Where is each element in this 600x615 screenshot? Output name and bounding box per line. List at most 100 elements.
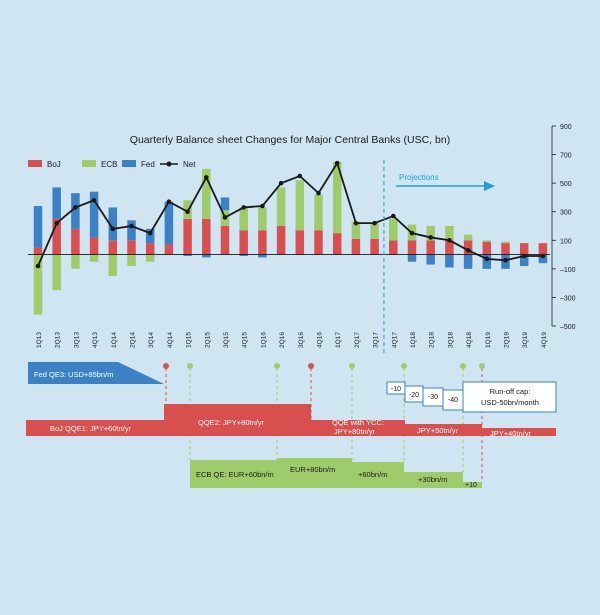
x-tick-label: 1Q18 (410, 332, 417, 348)
bar-ecb-4q18 (463, 234, 473, 241)
runoff-cap-box (462, 381, 557, 413)
bar-fed-3q14 (145, 228, 155, 244)
bar-fed-2q15 (202, 254, 211, 258)
bar-ecb-2q18 (426, 226, 435, 241)
bars (33, 161, 548, 315)
bar-ecb-4q13 (89, 254, 99, 262)
bar-ecb-2q16 (276, 187, 286, 226)
bar-ecb-3q16 (295, 180, 305, 231)
ecb-60-label: +60bn/m (358, 470, 387, 479)
net-point-1q15 (185, 209, 190, 215)
net-point-2q18 (428, 235, 434, 240)
runoff-cap-label-2: USD-50bn/month (481, 398, 539, 407)
bar-ecb-3q18 (445, 226, 454, 241)
bar-boj-2q13 (52, 218, 61, 255)
event-dot-ecb (349, 363, 355, 369)
boj-ycc-label-2: JPY+80tn/yr (334, 427, 376, 436)
y-tick-label: –500 (560, 324, 576, 331)
net-point-3q14 (147, 230, 153, 236)
x-tick-label: 1Q15 (186, 332, 193, 348)
bar-boj-1q17 (332, 233, 342, 255)
bar-ecb-3q17 (370, 223, 379, 239)
boj-policy-bar (26, 404, 556, 436)
bar-fed-3q15 (220, 197, 230, 211)
legend-swatch-fed (122, 160, 136, 167)
bar-ecb-1q19 (482, 240, 492, 242)
legend: BoJ ECB Fed Net (28, 160, 196, 169)
bar-boj-3q18 (445, 240, 454, 255)
event-dot-ecb (187, 363, 193, 369)
bar-fed-1q13 (33, 206, 43, 248)
x-tick-label: 2Q19 (504, 332, 511, 348)
bar-boj-4q16 (314, 230, 323, 255)
bar-ecb-1q14 (108, 254, 118, 276)
legend-swatch-boj (28, 160, 42, 167)
legend-label-fed: Fed (141, 160, 155, 169)
x-tick-label: 4Q14 (167, 332, 174, 348)
event-dot-boj (163, 363, 169, 369)
bar-fed-1q15 (183, 254, 192, 256)
bar-boj-2q15 (202, 218, 211, 255)
boj-qqe2-label: QQE2: JPY+80tn/yr (198, 418, 265, 427)
runoff-step-1-label: -10 (391, 386, 401, 393)
x-tick-label: 1Q14 (111, 332, 118, 348)
bar-boj-4q14 (164, 244, 174, 255)
bar-boj-1q16 (258, 230, 267, 255)
policy-timeline: Fed QE3: USD+85bn/m BoJ QQE1: JPY+60tn/y… (26, 362, 557, 489)
net-point-3q18 (447, 237, 452, 243)
bar-ecb-1q16 (258, 207, 267, 231)
y-tick-label: –300 (560, 295, 576, 302)
y-tick-label: –100 (560, 267, 576, 274)
x-tick-label: 3Q14 (148, 332, 155, 348)
bar-boj-1q15 (183, 218, 192, 255)
event-dot-ecb (460, 363, 466, 369)
y-tick-label: 300 (560, 210, 572, 217)
legend-label-net: Net (183, 160, 196, 169)
bar-fed-3q19 (519, 254, 529, 266)
fed-qe3-bar (28, 362, 164, 384)
y-tick-label: 500 (560, 181, 572, 188)
legend-marker-net (166, 161, 172, 167)
ecb-10-label: +10 (465, 482, 477, 489)
bar-boj-3q15 (220, 226, 230, 255)
net-line (37, 161, 543, 267)
net-point-1q18 (409, 230, 415, 236)
bar-boj-1q18 (407, 240, 417, 255)
net-series (35, 160, 546, 269)
net-point-1q19 (484, 256, 490, 262)
bar-boj-4q13 (89, 237, 99, 255)
bar-boj-2q17 (351, 238, 361, 255)
bar-boj-2q18 (426, 240, 435, 255)
bar-fed-3q13 (71, 193, 80, 229)
bar-fed-4q19 (538, 254, 548, 264)
bar-fed-4q14 (164, 201, 174, 245)
bar-ecb-4q17 (389, 218, 398, 241)
net-point-2q14 (129, 223, 134, 229)
y-axis: 900 700 500 300 100 –100 –300 –500 (551, 124, 576, 331)
x-tick-label: 3Q17 (373, 332, 380, 348)
net-point-3q17 (372, 220, 377, 226)
legend-label-ecb: ECB (101, 160, 117, 169)
bar-boj-2q16 (276, 226, 286, 255)
event-dot-ecb (479, 363, 485, 369)
bar-fed-2q13 (52, 187, 61, 219)
x-tick-label: 2Q18 (429, 332, 436, 348)
bar-fed-1q16 (258, 254, 267, 258)
legend-label-boj: BoJ (47, 160, 61, 169)
x-tick-label: 2Q17 (354, 332, 361, 348)
projection-marker: Projections (383, 160, 495, 355)
runoff-cap-label-1: Run-off cap: (490, 387, 531, 396)
x-axis: 1Q13 2Q13 3Q13 4Q13 1Q14 2Q14 3Q14 4Q14 1Q15 2Q15… (36, 332, 548, 348)
net-point-3q15 (222, 215, 228, 220)
bar-fed-2q18 (426, 254, 435, 265)
bar-ecb-4q15 (239, 207, 248, 231)
runoff-step-2-label: -20 (409, 392, 419, 399)
bar-fed-4q15 (239, 254, 248, 256)
net-point-1q13 (35, 263, 41, 269)
fed-qe3-label: Fed QE3: USD+85bn/m (34, 370, 113, 379)
boj-qqe1-label: BoJ QQE1: JPY+60tn/yr (50, 424, 132, 433)
bar-ecb-1q17 (332, 161, 342, 234)
bar-fed-2q14 (127, 220, 136, 241)
net-point-4q18 (465, 247, 471, 253)
x-tick-label: 4Q13 (92, 332, 99, 348)
